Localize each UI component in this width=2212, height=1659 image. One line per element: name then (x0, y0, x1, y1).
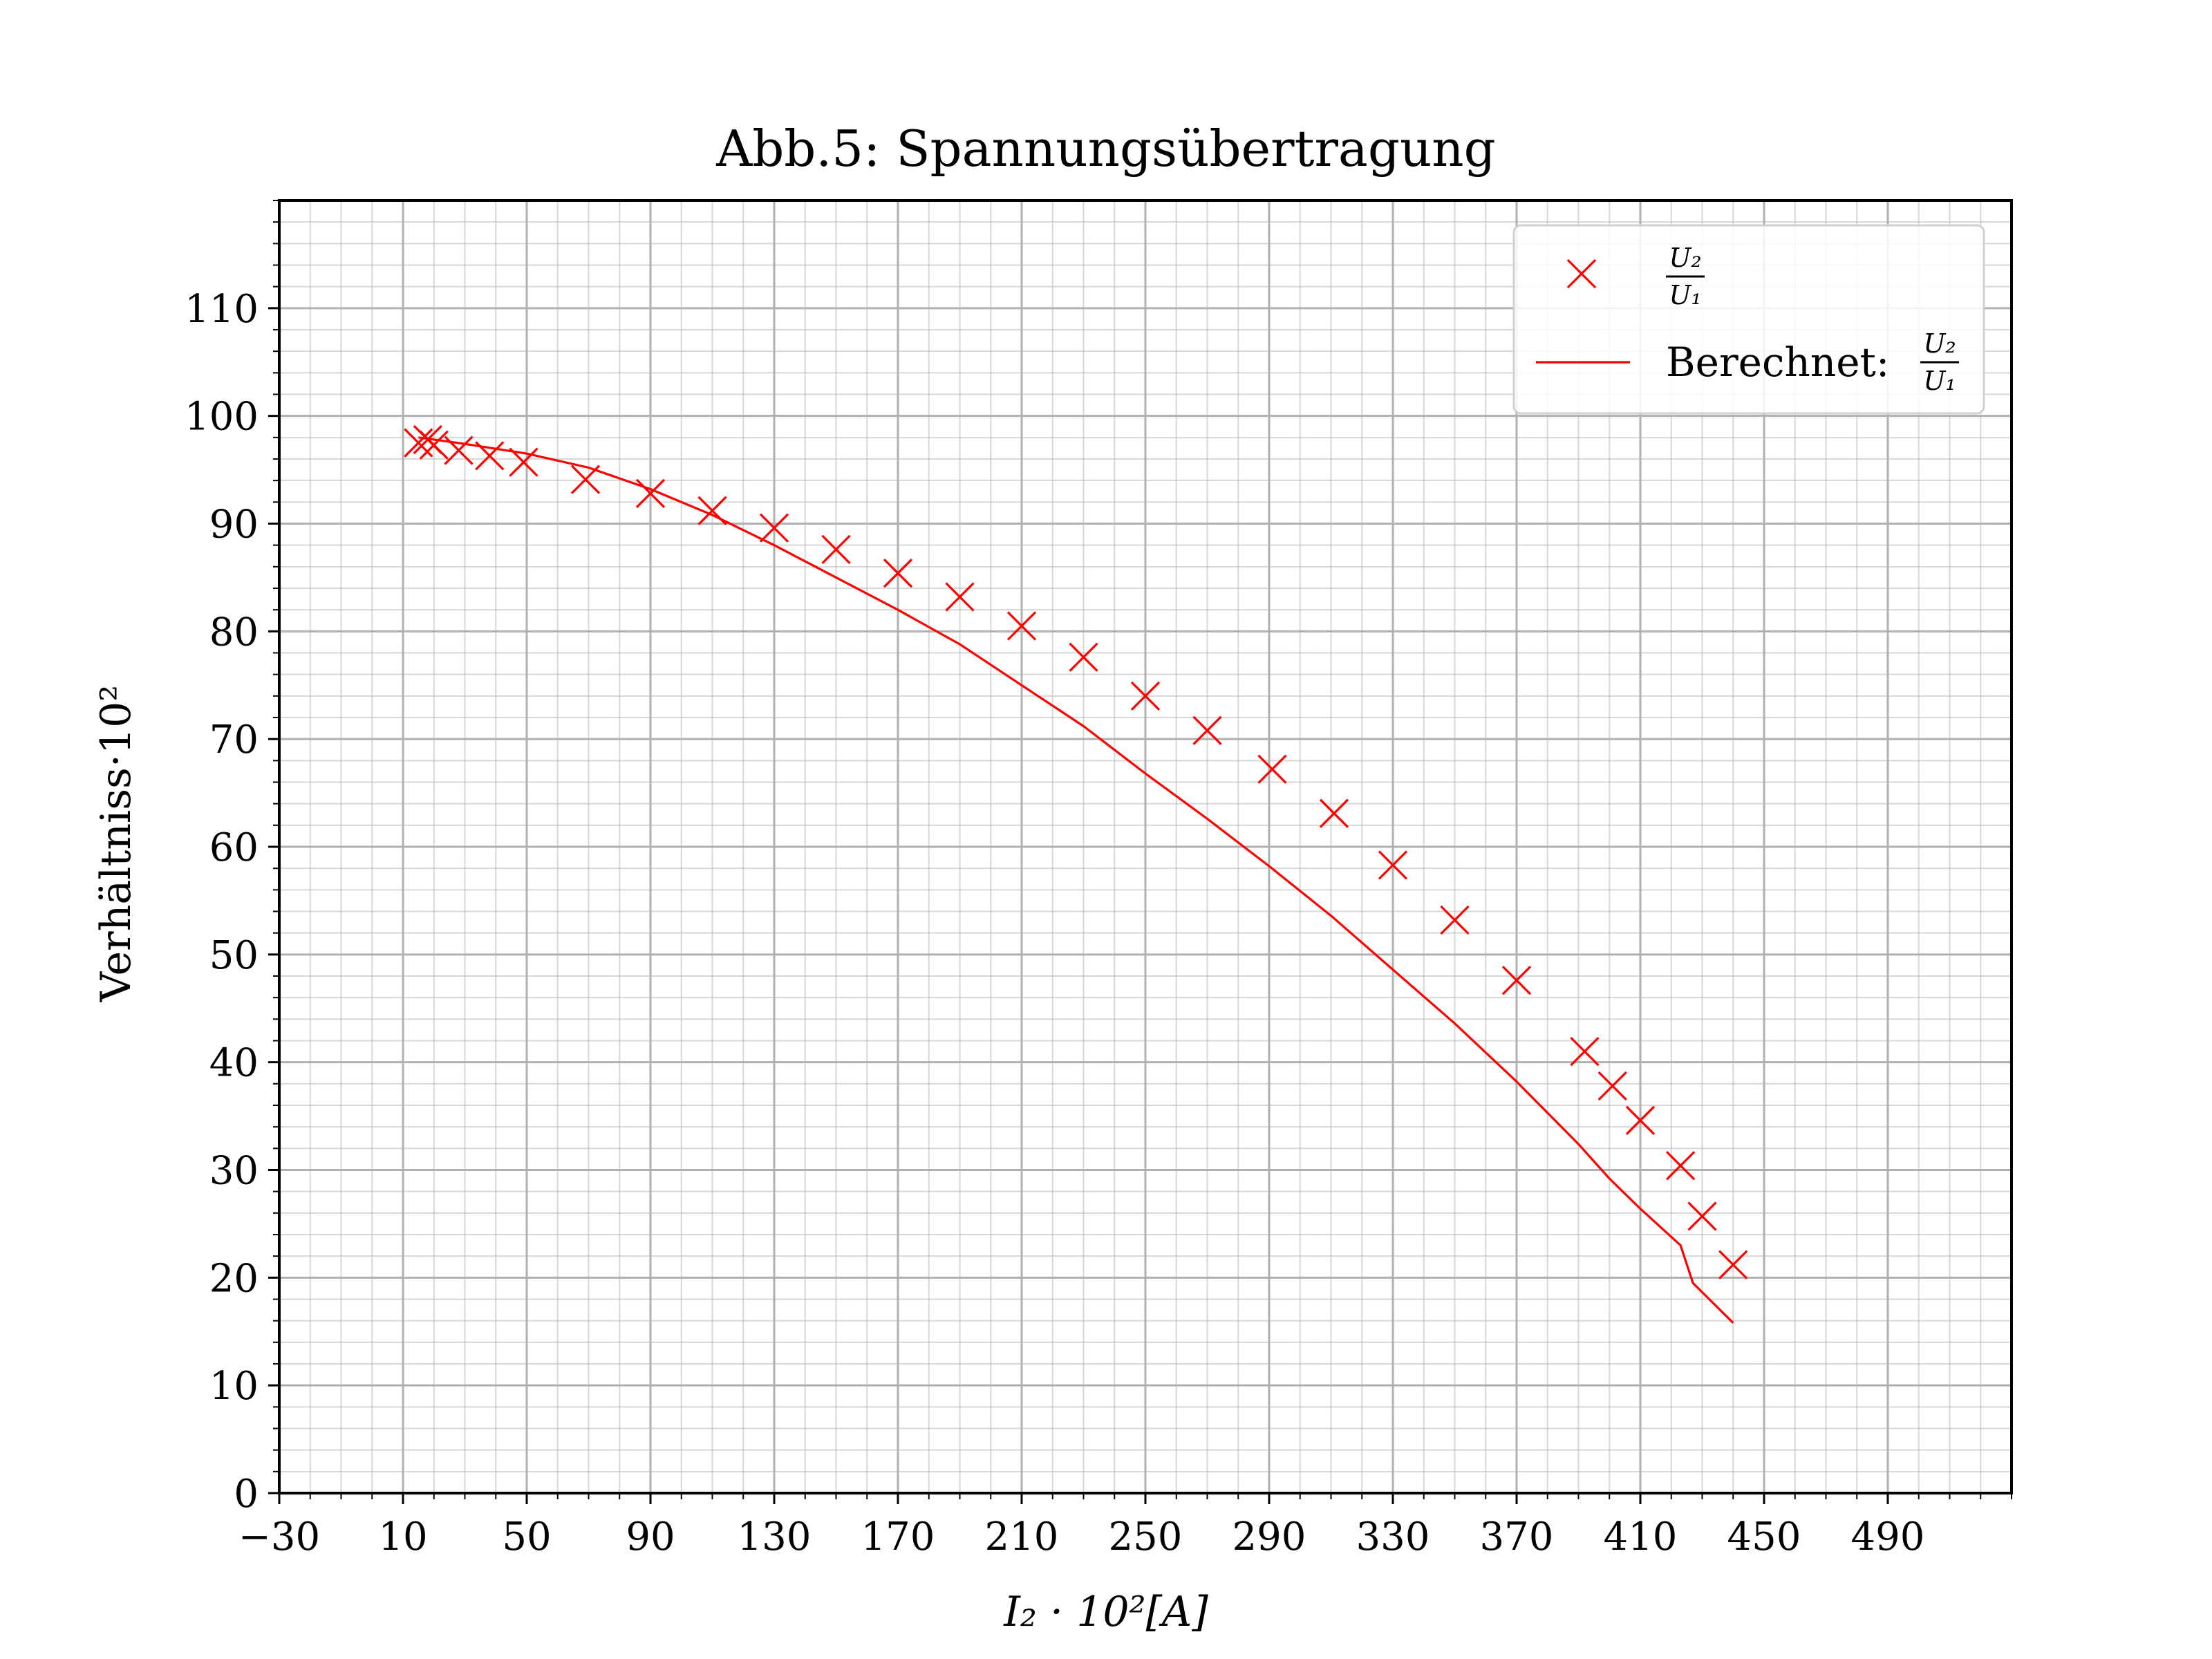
data-point-x-marker (1257, 754, 1287, 784)
marker-stroke (444, 435, 474, 465)
data-point-x-marker (570, 465, 601, 494)
marker-stroke (759, 513, 789, 543)
data-point-x-marker (1319, 798, 1349, 828)
marker-stroke (697, 496, 727, 525)
data-point-x-marker (1006, 611, 1037, 641)
tick-labels: −30 10 50 90 130 170 210 250 290 330 370 410 450 490 0… (185, 287, 1924, 1559)
data-point-x-marker (475, 441, 505, 471)
data-point-x-marker (1069, 642, 1098, 672)
x-tick-label: 50 (502, 1515, 551, 1559)
data-point-x-marker (945, 582, 975, 612)
marker-stroke (1006, 611, 1037, 641)
marker-stroke (821, 534, 851, 565)
data-point-x-marker (759, 513, 789, 543)
plot-content (404, 424, 1748, 1324)
x-tick-label: 410 (1604, 1515, 1678, 1559)
data-point-x-marker (1501, 966, 1532, 995)
y-tick-label: 40 (209, 1041, 259, 1086)
marker-stroke (945, 582, 975, 612)
data-point-x-marker (821, 534, 851, 565)
x-tick-label: 330 (1356, 1515, 1430, 1559)
y-tick-label: 30 (209, 1149, 259, 1194)
data-point-x-marker (1570, 1036, 1600, 1067)
x-tick-label: 490 (1851, 1515, 1925, 1559)
major-grid (278, 200, 2012, 1494)
data-point-x-marker (883, 559, 913, 588)
chart-title: Abb.5: Spannungsübertragung (715, 120, 1496, 178)
data-point-x-marker (444, 435, 474, 465)
marker-stroke (1192, 715, 1222, 745)
data-point-x-marker (1378, 850, 1408, 880)
marker-stroke (1319, 798, 1349, 828)
data-point-x-marker (635, 478, 666, 508)
y-tick-label: 50 (209, 933, 259, 978)
y-tick-label: 80 (209, 610, 259, 655)
marker-stroke (1666, 1151, 1696, 1181)
data-point-x-marker (509, 447, 538, 477)
x-tick-label: −30 (238, 1515, 320, 1559)
y-tick-label: 90 (209, 503, 259, 547)
data-point-x-marker (1625, 1105, 1656, 1135)
legend-marker-x (1566, 259, 1597, 289)
legend: U₂ U₁ Berechnet: U₂ U₁ (1512, 224, 1985, 415)
marker-stroke (1570, 1036, 1600, 1067)
marker-stroke (1597, 1071, 1627, 1101)
x-tick-label: 10 (378, 1515, 427, 1559)
legend-box (1512, 224, 1985, 415)
y-tick-label: 100 (185, 395, 259, 440)
legend-entry-1-numerator: U₂ (1669, 243, 1701, 273)
x-tick-label: 370 (1480, 1515, 1554, 1559)
marker-stroke (509, 447, 538, 477)
data-point-x-marker (1440, 905, 1470, 935)
x-tick-label: 90 (626, 1515, 675, 1559)
x-tick-label: 250 (1109, 1515, 1183, 1559)
marker-stroke (1130, 681, 1161, 711)
y-tick-label: 60 (209, 825, 259, 870)
x-axis-label: I₂ · 10²[A] (1003, 1588, 1208, 1636)
marker-stroke (475, 441, 505, 471)
y-tick-label: 10 (209, 1364, 259, 1409)
legend-entry-2-numerator: U₂ (1923, 328, 1956, 359)
axis-ticks (268, 200, 2012, 1504)
marker-stroke (1625, 1105, 1656, 1135)
y-axis-label: Verhältniss·10² (92, 685, 140, 1003)
marker-stroke (570, 465, 601, 494)
marker-stroke (1378, 850, 1408, 880)
data-point-x-marker (1597, 1071, 1627, 1101)
data-point-x-marker (1192, 715, 1222, 745)
x-tick-label: 170 (861, 1515, 935, 1559)
x-tick-label: 290 (1232, 1515, 1306, 1559)
data-point-x-marker (1718, 1250, 1748, 1280)
data-point-x-marker (697, 496, 727, 525)
legend-entry-2-label: Berechnet: (1666, 339, 1889, 386)
x-tick-label: 130 (738, 1515, 812, 1559)
legend-entry-2-denominator: U₁ (1923, 366, 1956, 396)
marker-stroke (404, 428, 433, 458)
marker-stroke (635, 478, 666, 508)
x-tick-label: 210 (985, 1515, 1059, 1559)
marker-stroke (883, 559, 913, 588)
y-tick-label: 110 (185, 287, 259, 332)
marker-stroke (1501, 966, 1532, 995)
y-tick-label: 70 (209, 718, 259, 762)
x-tick-label: 450 (1727, 1515, 1801, 1559)
data-point-x-marker (1687, 1201, 1717, 1231)
y-tick-label: 20 (209, 1256, 259, 1301)
marker-stroke (1257, 754, 1287, 784)
marker-stroke (1069, 642, 1098, 672)
marker-stroke (1440, 905, 1470, 935)
legend-entry-1-denominator: U₁ (1669, 280, 1701, 310)
data-point-x-marker (419, 430, 449, 460)
marker-stroke (1687, 1201, 1717, 1231)
series-line-berechnet (418, 436, 1734, 1324)
data-point-x-marker (1130, 681, 1161, 711)
marker-stroke (419, 430, 449, 460)
marker-stroke (1718, 1250, 1748, 1280)
y-tick-label: 0 (234, 1472, 259, 1517)
data-point-x-marker (1666, 1151, 1696, 1181)
